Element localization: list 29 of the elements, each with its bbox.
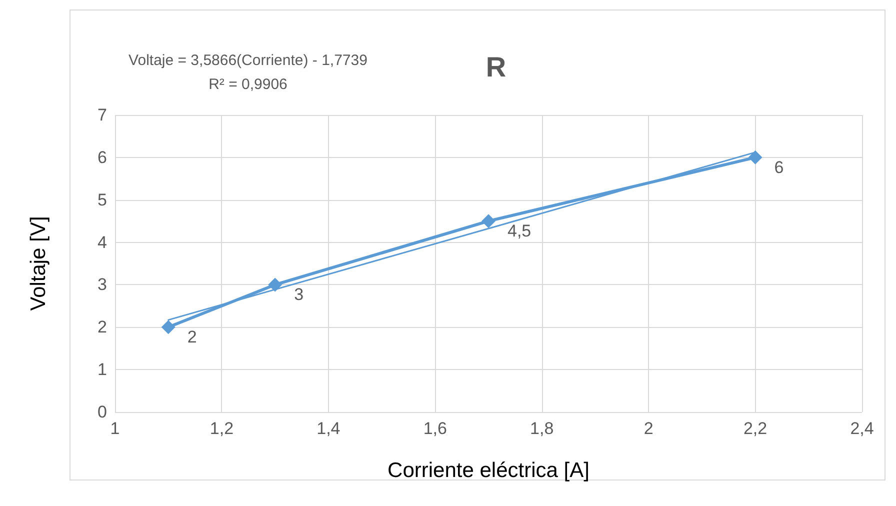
y-tick-label: 4 — [98, 232, 107, 252]
x-tick-label: 2,2 — [743, 419, 768, 438]
x-tick-label: 1,4 — [316, 419, 340, 438]
y-tick-label: 7 — [98, 106, 107, 124]
y-tick-label: 6 — [98, 148, 107, 167]
point — [268, 278, 282, 292]
y-tick-label: 3 — [98, 275, 107, 294]
y-axis-title: Voltaje [V] — [27, 216, 50, 311]
text: Voltaje = 3,5866(Corriente) - 1,7739 — [128, 52, 368, 69]
y-tick-label: 1 — [98, 360, 107, 380]
point — [482, 214, 496, 228]
x-axis-title: Corriente eléctrica [A] — [388, 459, 590, 482]
x-tick-label: 1,6 — [423, 419, 447, 438]
y-tick-label: 5 — [98, 190, 107, 210]
y-tick-label: 0 — [98, 402, 107, 422]
x-tick-label: 1 — [110, 419, 120, 438]
data-label: 3 — [294, 285, 304, 304]
x-tick-label: 2,4 — [850, 419, 874, 438]
x-tick-label: 2 — [644, 419, 654, 438]
chart-title: R — [486, 52, 506, 82]
data-label: 4,5 — [508, 222, 532, 241]
point — [161, 320, 176, 334]
y-tick-label: 2 — [98, 318, 107, 337]
text: R² = 0,9906 — [208, 76, 288, 93]
point — [748, 150, 762, 164]
x-tick-label: 1,2 — [210, 419, 234, 438]
data-label: 6 — [774, 158, 784, 177]
x-tick-label: 1,8 — [530, 419, 554, 438]
data-label: 2 — [187, 328, 197, 347]
